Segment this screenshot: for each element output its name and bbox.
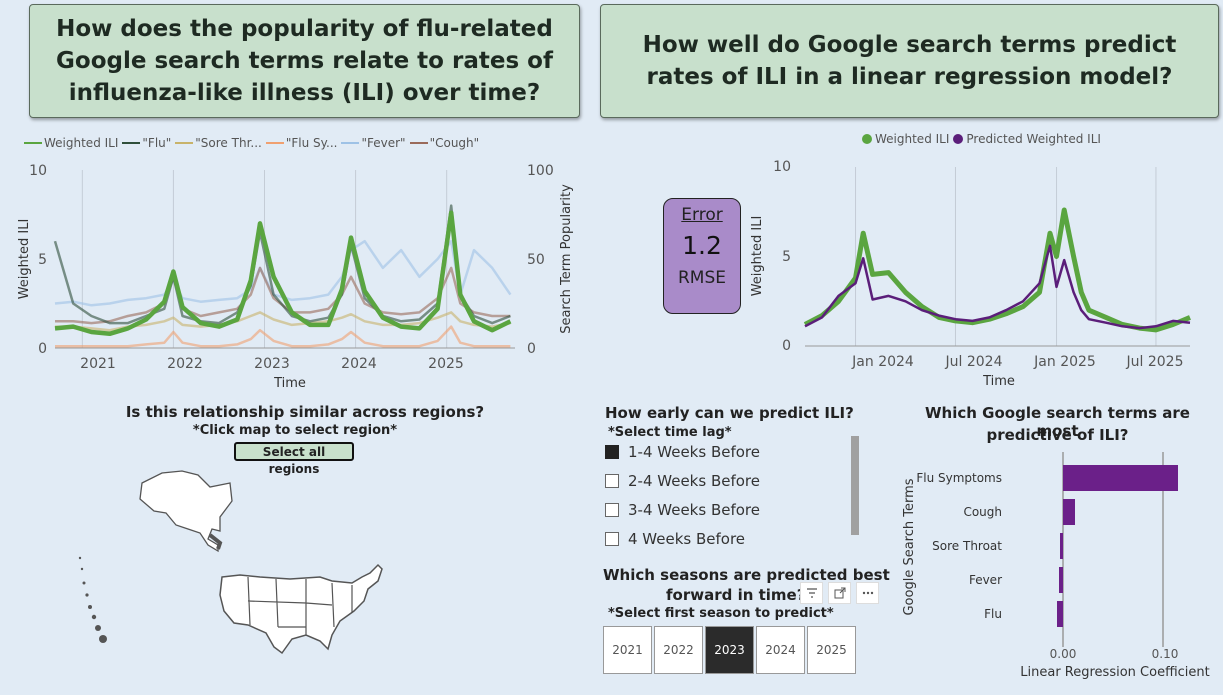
bar-flu-symptoms[interactable] bbox=[1063, 465, 1178, 491]
x-tick-2025: 2025 bbox=[428, 356, 464, 372]
x-tick-2023: 2023 bbox=[254, 356, 290, 372]
bar-label: Flu bbox=[984, 607, 1002, 621]
hawaii-region[interactable] bbox=[78, 556, 107, 643]
right-question-text: How well do Google search terms predict … bbox=[642, 32, 1177, 90]
bar-fever[interactable] bbox=[1059, 567, 1063, 593]
rc-x-tick-jan-2025: Jan 2025 bbox=[1033, 354, 1096, 370]
bar-label: Sore Throat bbox=[932, 539, 1002, 553]
bar-sore-throat[interactable] bbox=[1060, 533, 1063, 559]
lag-option-1-4-weeks[interactable]: 1-4 Weeks Before bbox=[605, 437, 760, 466]
lag-option-2-4-weeks[interactable]: 2-4 Weeks Before bbox=[605, 466, 760, 495]
season-question-line2: forward in time? bbox=[666, 586, 806, 604]
x-axis-title: Time bbox=[273, 376, 306, 391]
us-region-map[interactable] bbox=[70, 465, 400, 690]
bar-label: Flu Symptoms bbox=[916, 471, 1002, 485]
legend-item-flu[interactable]: "Flu" bbox=[122, 136, 171, 150]
rc-y-axis-title: Weighted ILI bbox=[750, 216, 765, 297]
y-right-axis-title: Search Term Popularity bbox=[559, 184, 574, 334]
bc-y-axis-title: Google Search Terms bbox=[902, 478, 917, 615]
lag-option-4-weeks[interactable]: 4 Weeks Before bbox=[605, 524, 760, 553]
legend-item-fever[interactable]: "Fever" bbox=[341, 136, 406, 150]
season-button-2021[interactable]: 2021 bbox=[603, 626, 652, 674]
rc-x-tick-jul-2024: Jul 2024 bbox=[945, 354, 1003, 370]
series-line-0 bbox=[54, 210, 512, 337]
lag-option-3-4-weeks[interactable]: 3-4 Weeks Before bbox=[605, 495, 760, 524]
regions-question: Is this relationship similar across regi… bbox=[125, 403, 485, 421]
actual-ili-line bbox=[803, 207, 1191, 333]
legend-item-flu-symptoms[interactable]: "Flu Sy... bbox=[265, 136, 337, 150]
ili-search-terms-chart[interactable]: 10 5 0 100 50 0 2021 2022 2023 2024 2025… bbox=[0, 155, 590, 395]
rc-y-tick-0: 0 bbox=[782, 338, 791, 354]
series-line-3 bbox=[55, 325, 511, 348]
bc-x-tick-0: 0.00 bbox=[1050, 647, 1077, 661]
coef-question-line2: predictive of ILI? bbox=[986, 426, 1129, 444]
checkbox-icon[interactable] bbox=[605, 531, 619, 546]
bc-x-axis-title: Linear Regression Coefficient bbox=[1020, 665, 1209, 680]
bar-flu[interactable] bbox=[1057, 601, 1063, 627]
right-chart-legend: Weighted ILI Predicted Weighted ILI bbox=[862, 132, 1105, 146]
season-question-line1: Which seasons are predicted best bbox=[603, 566, 890, 584]
lag-question: How early can we predict ILI? bbox=[605, 404, 854, 422]
lag-options-list: 1-4 Weeks Before 2-4 Weeks Before 3-4 We… bbox=[605, 437, 760, 553]
season-button-2025[interactable]: 2025 bbox=[807, 626, 856, 674]
predicted-ili-line bbox=[804, 244, 1191, 330]
rc-x-tick-jan-2024: Jan 2024 bbox=[851, 354, 914, 370]
series-line-2 bbox=[55, 311, 511, 332]
season-button-2024[interactable]: 2024 bbox=[756, 626, 805, 674]
left-question-title: How does the popularity of flu-related G… bbox=[29, 4, 580, 118]
legend-item-actual-ili[interactable]: Weighted ILI bbox=[862, 132, 949, 146]
legend-item-cough[interactable]: "Cough" bbox=[409, 136, 479, 150]
left-question-text: How does the popularity of flu-related G… bbox=[56, 16, 553, 106]
rc-y-tick-5: 5 bbox=[782, 249, 791, 265]
y-left-tick-10: 10 bbox=[29, 163, 47, 179]
x-tick-2022: 2022 bbox=[167, 356, 203, 372]
rc-y-tick-10: 10 bbox=[773, 159, 791, 175]
error-metric: RMSE bbox=[677, 268, 726, 288]
right-question-title: How well do Google search terms predict … bbox=[600, 4, 1219, 118]
lag-list-scrollbar[interactable] bbox=[851, 436, 859, 535]
left-chart-legend: Weighted ILI "Flu" "Sore Thr... "Flu Sy.… bbox=[24, 136, 584, 150]
expand-icon[interactable] bbox=[828, 582, 851, 604]
legend-item-sore-throat[interactable]: "Sore Thr... bbox=[175, 136, 262, 150]
bar-cough[interactable] bbox=[1063, 499, 1075, 525]
y-left-axis-title: Weighted ILI bbox=[17, 219, 32, 300]
coefficient-bar-chart[interactable]: Flu Symptoms Cough Sore Throat Fever Flu 0.0… bbox=[895, 447, 1220, 687]
more-icon[interactable] bbox=[856, 582, 879, 604]
select-all-regions-button[interactable]: Select all regions bbox=[234, 442, 354, 476]
prediction-chart[interactable]: 10 5 0 Jan 2024 Jul 2024 Jan 2025 Jul 20… bbox=[745, 150, 1215, 395]
contiguous-us-map[interactable] bbox=[219, 563, 383, 655]
checkbox-icon[interactable] bbox=[605, 502, 619, 517]
error-value: 1.2 bbox=[682, 231, 722, 260]
filter-icon[interactable] bbox=[800, 582, 823, 604]
y-left-tick-5: 5 bbox=[38, 252, 47, 268]
x-tick-2024: 2024 bbox=[341, 356, 377, 372]
bc-x-tick-010: 0.10 bbox=[1152, 647, 1179, 661]
lag-instruction: *Select time lag* bbox=[608, 425, 732, 440]
x-tick-2021: 2021 bbox=[80, 356, 116, 372]
legend-item-weighted-ili[interactable]: Weighted ILI bbox=[24, 136, 118, 150]
bar-label: Fever bbox=[969, 573, 1002, 587]
y-right-tick-100: 100 bbox=[527, 163, 554, 179]
regions-instruction: *Click map to select region* bbox=[192, 423, 398, 438]
error-card: Error 1.2 RMSE bbox=[663, 198, 741, 314]
rc-x-axis-title: Time bbox=[982, 374, 1015, 389]
legend-item-predicted-ili[interactable]: Predicted Weighted ILI bbox=[953, 132, 1101, 146]
alaska-region[interactable] bbox=[139, 470, 233, 553]
bar-label: Cough bbox=[963, 505, 1002, 519]
checkbox-icon[interactable] bbox=[605, 473, 619, 488]
season-button-2023[interactable]: 2023 bbox=[705, 626, 754, 674]
rc-x-tick-jul-2025: Jul 2025 bbox=[1126, 354, 1184, 370]
y-left-tick-0: 0 bbox=[38, 341, 47, 357]
y-right-tick-0: 0 bbox=[527, 341, 536, 357]
checkbox-icon[interactable] bbox=[605, 444, 619, 459]
coef-question-line1: Which Google search terms are most bbox=[925, 404, 1190, 440]
season-instruction: *Select first season to predict* bbox=[608, 606, 834, 621]
season-button-2022[interactable]: 2022 bbox=[654, 626, 703, 674]
error-label: Error bbox=[681, 205, 723, 225]
y-right-tick-50: 50 bbox=[527, 252, 545, 268]
